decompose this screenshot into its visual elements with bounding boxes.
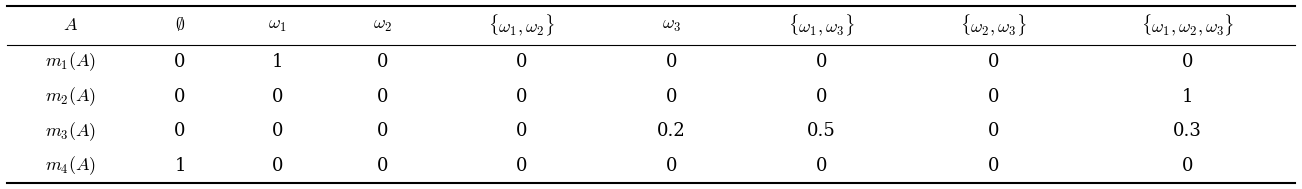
Text: 0: 0 — [988, 122, 1000, 140]
Text: 0: 0 — [988, 157, 1000, 175]
Text: 0: 0 — [816, 53, 827, 71]
Text: 0: 0 — [1182, 53, 1194, 71]
Text: 0: 0 — [516, 122, 527, 140]
Text: 0: 0 — [516, 88, 527, 106]
Text: $\{\omega_1,\omega_3\}$: $\{\omega_1,\omega_3\}$ — [788, 12, 855, 38]
Text: 1: 1 — [174, 157, 186, 175]
Text: 1: 1 — [272, 53, 284, 71]
Text: $\{\omega_1,\omega_2\}$: $\{\omega_1,\omega_2\}$ — [488, 12, 555, 38]
Text: $\{\omega_1,\omega_2,\omega_3\}$: $\{\omega_1,\omega_2,\omega_3\}$ — [1141, 12, 1234, 38]
Text: $A$: $A$ — [62, 16, 78, 34]
Text: $m_4(A)$: $m_4(A)$ — [46, 155, 96, 177]
Text: 0.3: 0.3 — [1173, 122, 1202, 140]
Text: 0: 0 — [378, 88, 388, 106]
Text: 0: 0 — [665, 88, 677, 106]
Text: $\omega_2$: $\omega_2$ — [374, 16, 392, 34]
Text: 0: 0 — [378, 157, 388, 175]
Text: 0: 0 — [516, 53, 527, 71]
Text: $\omega_3$: $\omega_3$ — [661, 16, 681, 34]
Text: 0: 0 — [816, 88, 827, 106]
Text: $m_1(A)$: $m_1(A)$ — [46, 51, 96, 74]
Text: $\{\omega_2,\omega_3\}$: $\{\omega_2,\omega_3\}$ — [961, 12, 1027, 38]
Text: 0: 0 — [378, 53, 388, 71]
Text: 0: 0 — [665, 53, 677, 71]
Text: 0: 0 — [272, 157, 284, 175]
Text: 1: 1 — [1182, 88, 1194, 106]
Text: $m_2(A)$: $m_2(A)$ — [46, 85, 96, 108]
Text: 0: 0 — [516, 157, 527, 175]
Text: 0: 0 — [174, 53, 186, 71]
Text: 0: 0 — [378, 122, 388, 140]
Text: 0: 0 — [988, 53, 1000, 71]
Text: 0: 0 — [816, 157, 827, 175]
Text: 0: 0 — [174, 88, 186, 106]
Text: 0: 0 — [174, 122, 186, 140]
Text: 0: 0 — [272, 122, 284, 140]
Text: $\omega_1$: $\omega_1$ — [268, 16, 286, 34]
Text: 0: 0 — [988, 88, 1000, 106]
Text: 0.2: 0.2 — [658, 122, 686, 140]
Text: $\emptyset$: $\emptyset$ — [174, 16, 185, 34]
Text: 0: 0 — [1182, 157, 1194, 175]
Text: 0.5: 0.5 — [807, 122, 836, 140]
Text: 0: 0 — [665, 157, 677, 175]
Text: 0: 0 — [272, 88, 284, 106]
Text: $m_3(A)$: $m_3(A)$ — [46, 120, 96, 143]
